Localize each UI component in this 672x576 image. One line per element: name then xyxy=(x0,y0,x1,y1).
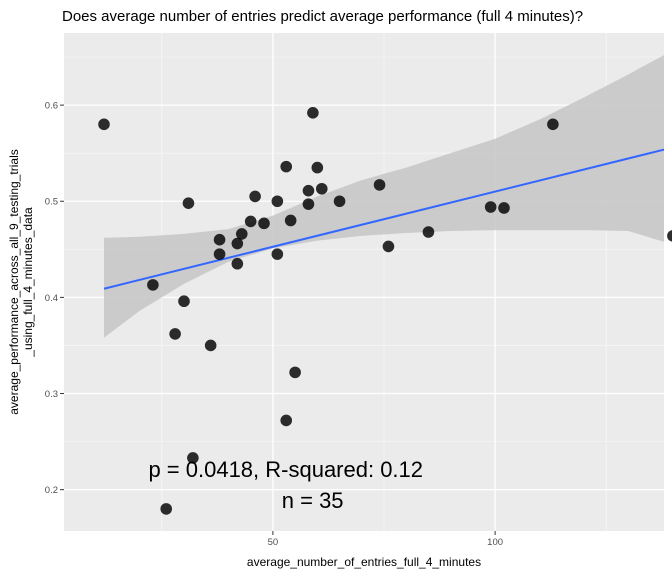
data-point xyxy=(311,161,324,174)
data-point xyxy=(302,184,315,197)
data-point xyxy=(667,230,672,242)
data-point xyxy=(373,179,386,191)
data-point xyxy=(204,339,217,352)
data-point xyxy=(315,182,328,195)
x-axis-ticks: 50 100 xyxy=(268,531,503,548)
annotation-text: n = 35 xyxy=(282,488,344,513)
confidence-band xyxy=(104,55,664,338)
data-point xyxy=(182,197,195,209)
data-point xyxy=(289,366,301,379)
y-axis-title-line-1: average_performance_across_all_9_testing… xyxy=(7,149,21,415)
y-axis-title: average_performance_across_all_9_testing… xyxy=(7,149,35,415)
data-point xyxy=(169,328,181,340)
y-tick-label: 0.6 xyxy=(45,101,58,112)
data-point xyxy=(422,226,435,238)
data-point xyxy=(284,214,297,227)
chart-title: Does average number of entries predict a… xyxy=(62,8,583,25)
data-point xyxy=(187,452,199,464)
x-tick-label: 50 xyxy=(268,537,279,548)
data-point xyxy=(98,118,110,131)
data-point xyxy=(484,201,497,213)
data-point xyxy=(302,198,315,210)
data-point xyxy=(160,503,173,515)
data-point xyxy=(147,279,159,291)
data-point xyxy=(244,215,257,228)
y-tick-label: 0.3 xyxy=(45,389,58,400)
x-tick-label: 100 xyxy=(487,537,503,548)
data-point xyxy=(498,202,510,214)
data-point xyxy=(213,233,226,246)
y-axis-title-line-2: _using_full_4_minutes_data xyxy=(21,207,35,358)
data-points xyxy=(98,106,672,515)
data-point xyxy=(280,414,293,427)
y-tick-label: 0.5 xyxy=(45,197,58,208)
data-point xyxy=(231,257,244,270)
annotations: p = 0.0418, R-squared: 0.12 n = 35 xyxy=(148,457,423,513)
regression-line xyxy=(103,148,664,290)
data-point xyxy=(547,118,559,131)
y-tick-label: 0.2 xyxy=(45,485,58,496)
confidence-band-area xyxy=(104,55,664,338)
data-point xyxy=(307,106,319,119)
data-point xyxy=(235,228,248,240)
annotation-text: p = 0.0418, R-squared: 0.12 xyxy=(148,457,423,482)
data-point xyxy=(213,248,226,260)
data-point xyxy=(271,248,284,260)
fit-line xyxy=(103,148,664,290)
y-axis-ticks: 0.2 0.3 0.4 0.5 0.6 xyxy=(45,101,64,496)
data-point xyxy=(178,295,190,308)
x-axis-title: average_number_of_entries_full_4_minutes xyxy=(247,555,481,569)
data-point xyxy=(280,160,293,173)
data-point xyxy=(249,190,261,203)
data-point xyxy=(333,195,346,208)
data-point xyxy=(271,195,284,208)
data-point xyxy=(258,217,270,230)
y-tick-label: 0.4 xyxy=(45,293,58,304)
data-point xyxy=(382,240,395,253)
data-point xyxy=(231,237,244,250)
